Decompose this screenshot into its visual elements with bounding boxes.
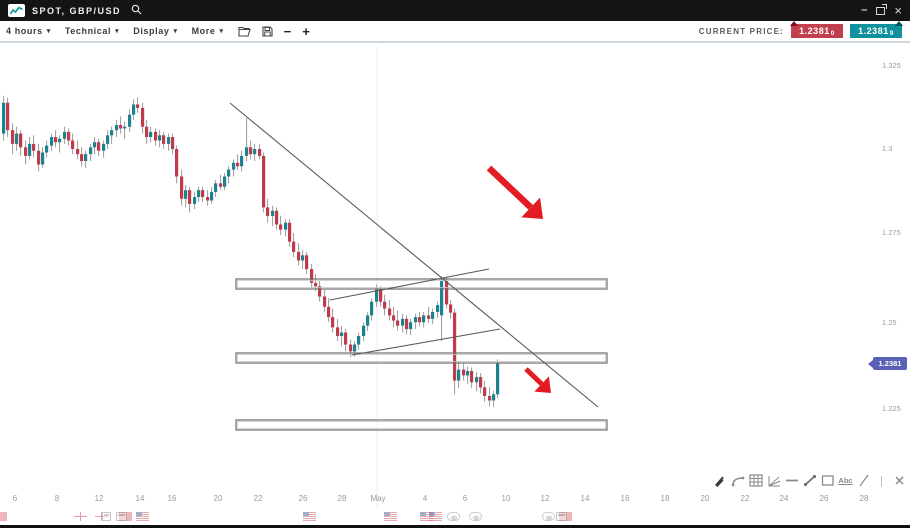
current-price-label: CURRENT PRICE: — [698, 26, 784, 36]
pointer-pen-tool-icon[interactable] — [712, 473, 727, 488]
window-bottom-border — [0, 525, 910, 528]
trend-segment-tool-icon[interactable] — [802, 473, 817, 488]
delete-drawing-icon[interactable] — [892, 473, 907, 488]
ask-price-badge[interactable]: 1.2381 9 — [850, 21, 903, 38]
timeframe-dropdown[interactable]: 4 hours ▾ — [6, 26, 51, 36]
current-price-tag: 1.2381 — [868, 357, 907, 370]
event-flag-us-icon[interactable] — [136, 512, 149, 521]
big-down-arrow[interactable] — [486, 165, 533, 210]
small-down-arrow[interactable] — [524, 367, 544, 386]
text-tool[interactable]: Abc — [838, 476, 853, 485]
fan-lines-tool-icon[interactable] — [766, 473, 781, 488]
x-axis-label: 20 — [213, 494, 223, 503]
x-axis-label: 6 — [462, 494, 468, 503]
more-dropdown[interactable]: More ▾ — [191, 26, 224, 36]
event-calendar-icon[interactable] — [116, 512, 127, 521]
technical-dropdown[interactable]: Technical ▾ — [64, 26, 120, 36]
x-axis-label: May — [370, 494, 386, 503]
minimize-button[interactable]: – — [861, 4, 868, 16]
y-axis-label: 1.275 — [882, 228, 901, 237]
x-axis-label: 26 — [819, 494, 829, 503]
app-logo-icon — [8, 4, 25, 17]
chevron-down-icon: ▾ — [115, 28, 120, 35]
restore-button[interactable] — [876, 3, 888, 15]
event-marker-icon[interactable] — [447, 512, 460, 521]
x-axis-label: 12 — [540, 494, 550, 503]
candlesticks — [2, 95, 500, 408]
chart-toolbar: 4 hours ▾ Technical ▾ Display ▾ More ▾ −… — [0, 21, 910, 43]
x-axis-label: 12 — [94, 494, 104, 503]
horizontal-line-tool-icon[interactable] — [784, 473, 799, 488]
support-zone-1[interactable] — [235, 352, 608, 364]
resistance-zone[interactable] — [235, 278, 608, 290]
x-axis-label: 28 — [859, 494, 869, 503]
x-axis-label: 4 — [422, 494, 428, 503]
x-axis-label: 24 — [779, 494, 789, 503]
y-axis-label: 1.3 — [882, 144, 893, 153]
close-button[interactable]: × — [894, 3, 902, 18]
slash-line-tool-icon[interactable] — [856, 473, 871, 488]
y-axis-label: 1.325 — [882, 61, 901, 70]
event-flag-us-icon[interactable] — [429, 512, 442, 521]
price-zones — [235, 278, 608, 431]
small-down-arrow-head — [534, 376, 551, 393]
display-dropdown[interactable]: Display ▾ — [133, 26, 178, 36]
event-flag-us-icon[interactable] — [303, 512, 316, 521]
event-marker-icon[interactable] — [542, 512, 555, 521]
open-folder-icon[interactable] — [238, 26, 251, 37]
drawing-toolbar: Abc | — [712, 473, 907, 488]
wedge-lower-line[interactable] — [351, 328, 501, 356]
event-flag-row — [0, 512, 910, 526]
event-flag-icon[interactable] — [0, 512, 7, 521]
x-axis-label: 26 — [298, 494, 308, 503]
big-down-arrow-head — [521, 197, 543, 219]
chart-area[interactable]: 1.2381 Abc | 1.325 1.3 1 — [0, 43, 910, 526]
toolbar-separator: | — [880, 474, 883, 487]
chevron-down-icon: ▾ — [46, 28, 51, 35]
event-flag-us-icon[interactable] — [384, 512, 397, 521]
support-zone-2[interactable] — [235, 419, 608, 431]
trendlines — [229, 102, 599, 408]
save-icon[interactable] — [262, 25, 273, 37]
zoom-out-button[interactable]: − — [283, 23, 292, 39]
chevron-down-icon: ▾ — [219, 28, 224, 35]
bid-price-badge[interactable]: 1.2381 0 — [790, 21, 843, 38]
rectangle-tool-icon[interactable] — [820, 473, 835, 488]
x-axis-label: 6 — [12, 494, 18, 503]
x-axis-label: 14 — [580, 494, 590, 503]
wedge-upper-line[interactable] — [329, 268, 490, 301]
arrow-annotations — [486, 165, 551, 393]
zoom-in-button[interactable]: + — [302, 23, 310, 39]
x-axis-label: 18 — [660, 494, 670, 503]
elbow-connector-tool-icon[interactable] — [730, 473, 745, 488]
x-axis-label: 28 — [337, 494, 347, 503]
event-flag-us-icon[interactable] — [420, 512, 433, 521]
event-calendar-icon[interactable] — [556, 512, 567, 521]
event-calendar-icon[interactable] — [102, 512, 111, 521]
x-axis-label: 8 — [54, 494, 60, 503]
y-axis-label: 1.225 — [882, 404, 901, 413]
chevron-down-icon: ▾ — [173, 28, 178, 35]
title-bar: SPOT, GBP/USD – × — [0, 0, 910, 21]
y-axis-label: 1.25 — [882, 318, 897, 327]
x-axis-label: 16 — [620, 494, 630, 503]
search-icon[interactable] — [131, 2, 142, 20]
x-axis-label: 16 — [167, 494, 177, 503]
downtrend-line[interactable] — [229, 102, 599, 408]
x-axis-label: 22 — [740, 494, 750, 503]
x-axis-label: 10 — [501, 494, 511, 503]
instrument-title: SPOT, GBP/USD — [32, 5, 122, 16]
x-axis-label: 20 — [700, 494, 710, 503]
x-axis-label: 22 — [253, 494, 263, 503]
grid-table-tool-icon[interactable] — [748, 473, 763, 488]
event-marker-icon[interactable] — [469, 512, 482, 521]
x-axis-label: 14 — [135, 494, 145, 503]
